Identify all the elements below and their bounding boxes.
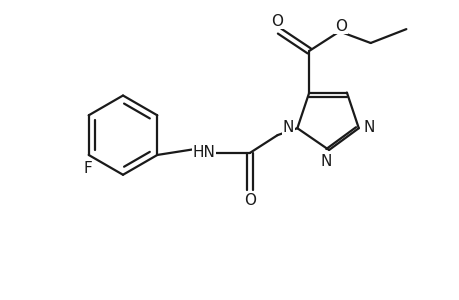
Text: N: N [320,154,331,169]
Text: O: O [334,19,346,34]
Text: N: N [282,120,293,135]
Text: O: O [271,14,283,29]
Text: F: F [83,161,92,176]
Text: O: O [243,193,255,208]
Text: HN: HN [192,146,215,160]
Text: N: N [362,120,374,135]
